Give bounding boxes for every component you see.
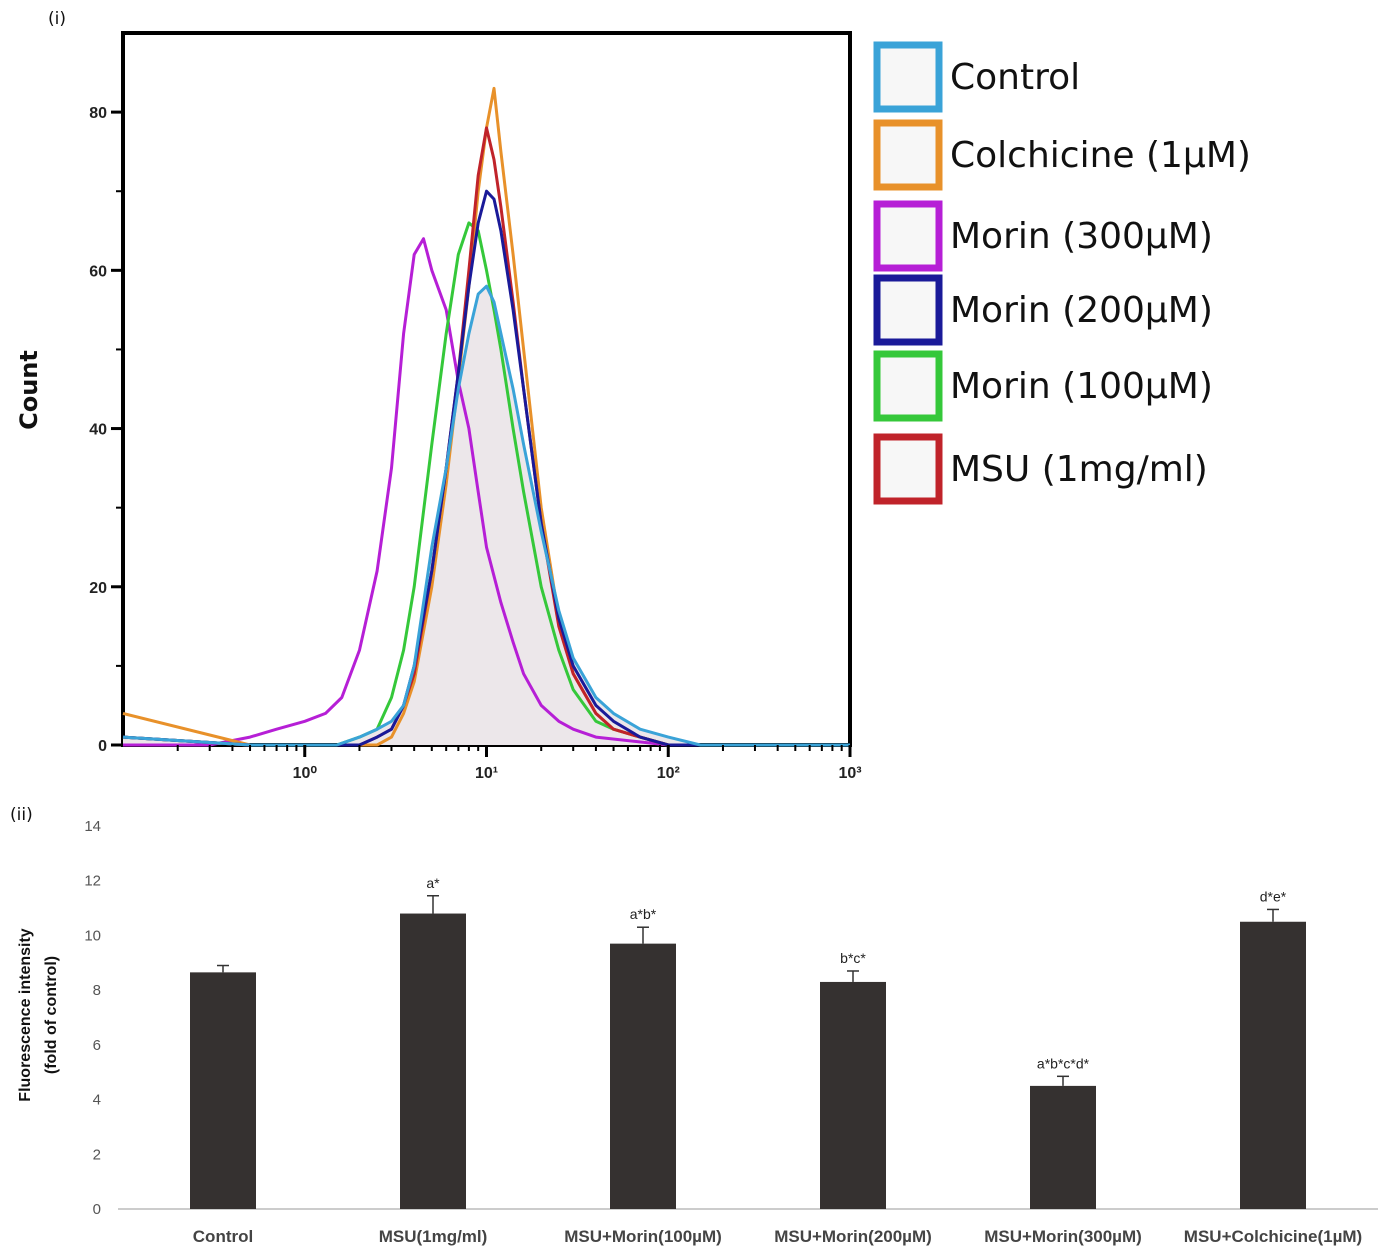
bar-1 [400,913,466,1209]
bar-y-tick-label: 4 [93,1092,101,1109]
x-tick-label: 10³ [838,765,861,782]
bar-series: a* a*b* b*c* a*b*c*d* d*e* [190,875,1306,1209]
y-tick-label: 80 [89,105,107,122]
x-tick-label: 10² [657,765,680,782]
bar-x-axis: Control MSU(1mg/ml) MSU+Morin(100µM) MSU+Mo… [193,1227,1362,1246]
bar-category-label: MSU(1mg/ml) [379,1227,488,1246]
histogram-y-axis: 0 20 40 60 80 [89,105,123,755]
histogram-x-axis: 10⁰ 10¹ 10² 10³ [176,745,862,782]
legend-swatch [873,200,943,272]
legend-label: MSU (1mg/ml) [950,449,1208,490]
panel-label-i: (i) [48,9,66,29]
legend-swatch [873,274,943,346]
bar-y-axis-title-line2: (fold of control) [43,956,60,1074]
bar-y-tick-label: 2 [93,1146,101,1163]
significance-label: a*b* [630,906,657,922]
bar-4 [1030,1085,1096,1209]
bar-0 [190,972,256,1209]
series-line-3 [122,189,850,747]
histogram-fills [123,286,850,745]
legend-swatch [873,119,943,191]
histogram-chart: 0 20 40 60 80 10⁰ 10¹ 10² 10³ Count [15,31,862,782]
legend-label: Control [950,57,1080,98]
legend-swatch [873,433,943,505]
bar-y-tick-label: 8 [93,982,101,999]
series-fill-0 [123,286,850,745]
bar-category-label: Control [193,1227,253,1246]
legend-swatch [873,350,943,422]
histogram-legend: Control Colchicine (1µM) Morin (300µM) Mori… [873,41,1251,505]
bar-y-axis-title-line1: Fluorescence intensity [17,928,34,1101]
bar-2 [610,943,676,1209]
legend-label: Morin (300µM) [950,216,1213,257]
significance-label: a* [426,875,440,891]
y-tick-label: 40 [89,422,107,439]
bar-y-tick-label: 0 [93,1201,101,1218]
bar-category-label: MSU+Colchicine(1µM) [1184,1227,1362,1246]
bar-category-label: MSU+Morin(100µM) [564,1227,722,1246]
bar-y-tick-label: 10 [84,927,101,944]
bar-3 [820,981,886,1209]
significance-label: b*c* [840,950,866,966]
y-tick-label: 60 [89,263,107,280]
bar-y-tick-label: 6 [93,1037,101,1054]
x-tick-label: 10⁰ [293,765,318,782]
bar-y-tick-label: 14 [84,818,101,835]
bar-category-label: MSU+Morin(300µM) [984,1227,1142,1246]
legend-swatch [873,41,943,113]
x-tick-label: 10¹ [475,765,498,782]
legend-label: Morin (200µM) [950,290,1213,331]
legend-label: Morin (100µM) [950,366,1213,407]
series-line-2 [123,237,850,747]
panel-label-ii: (ii) [10,805,33,825]
histogram-lines [122,86,850,747]
y-tick-label: 20 [89,580,107,597]
bar-y-axis: 0 2 4 6 8 10 12 14 [84,818,101,1218]
histogram-y-axis-title: Count [15,350,43,430]
series-line-0 [122,284,850,747]
bar-y-tick-label: 12 [84,873,101,890]
significance-label: a*b*c*d* [1037,1055,1090,1071]
bar-chart: 0 2 4 6 8 10 12 14 a* a*b* b*c* a*b*c*d* d*e* Contr… [17,818,1378,1246]
y-tick-label: 0 [98,738,107,755]
legend-label: Colchicine (1µM) [950,135,1251,176]
significance-label: d*e* [1260,888,1287,904]
bar-5 [1240,921,1306,1209]
bar-category-label: MSU+Morin(200µM) [774,1227,932,1246]
